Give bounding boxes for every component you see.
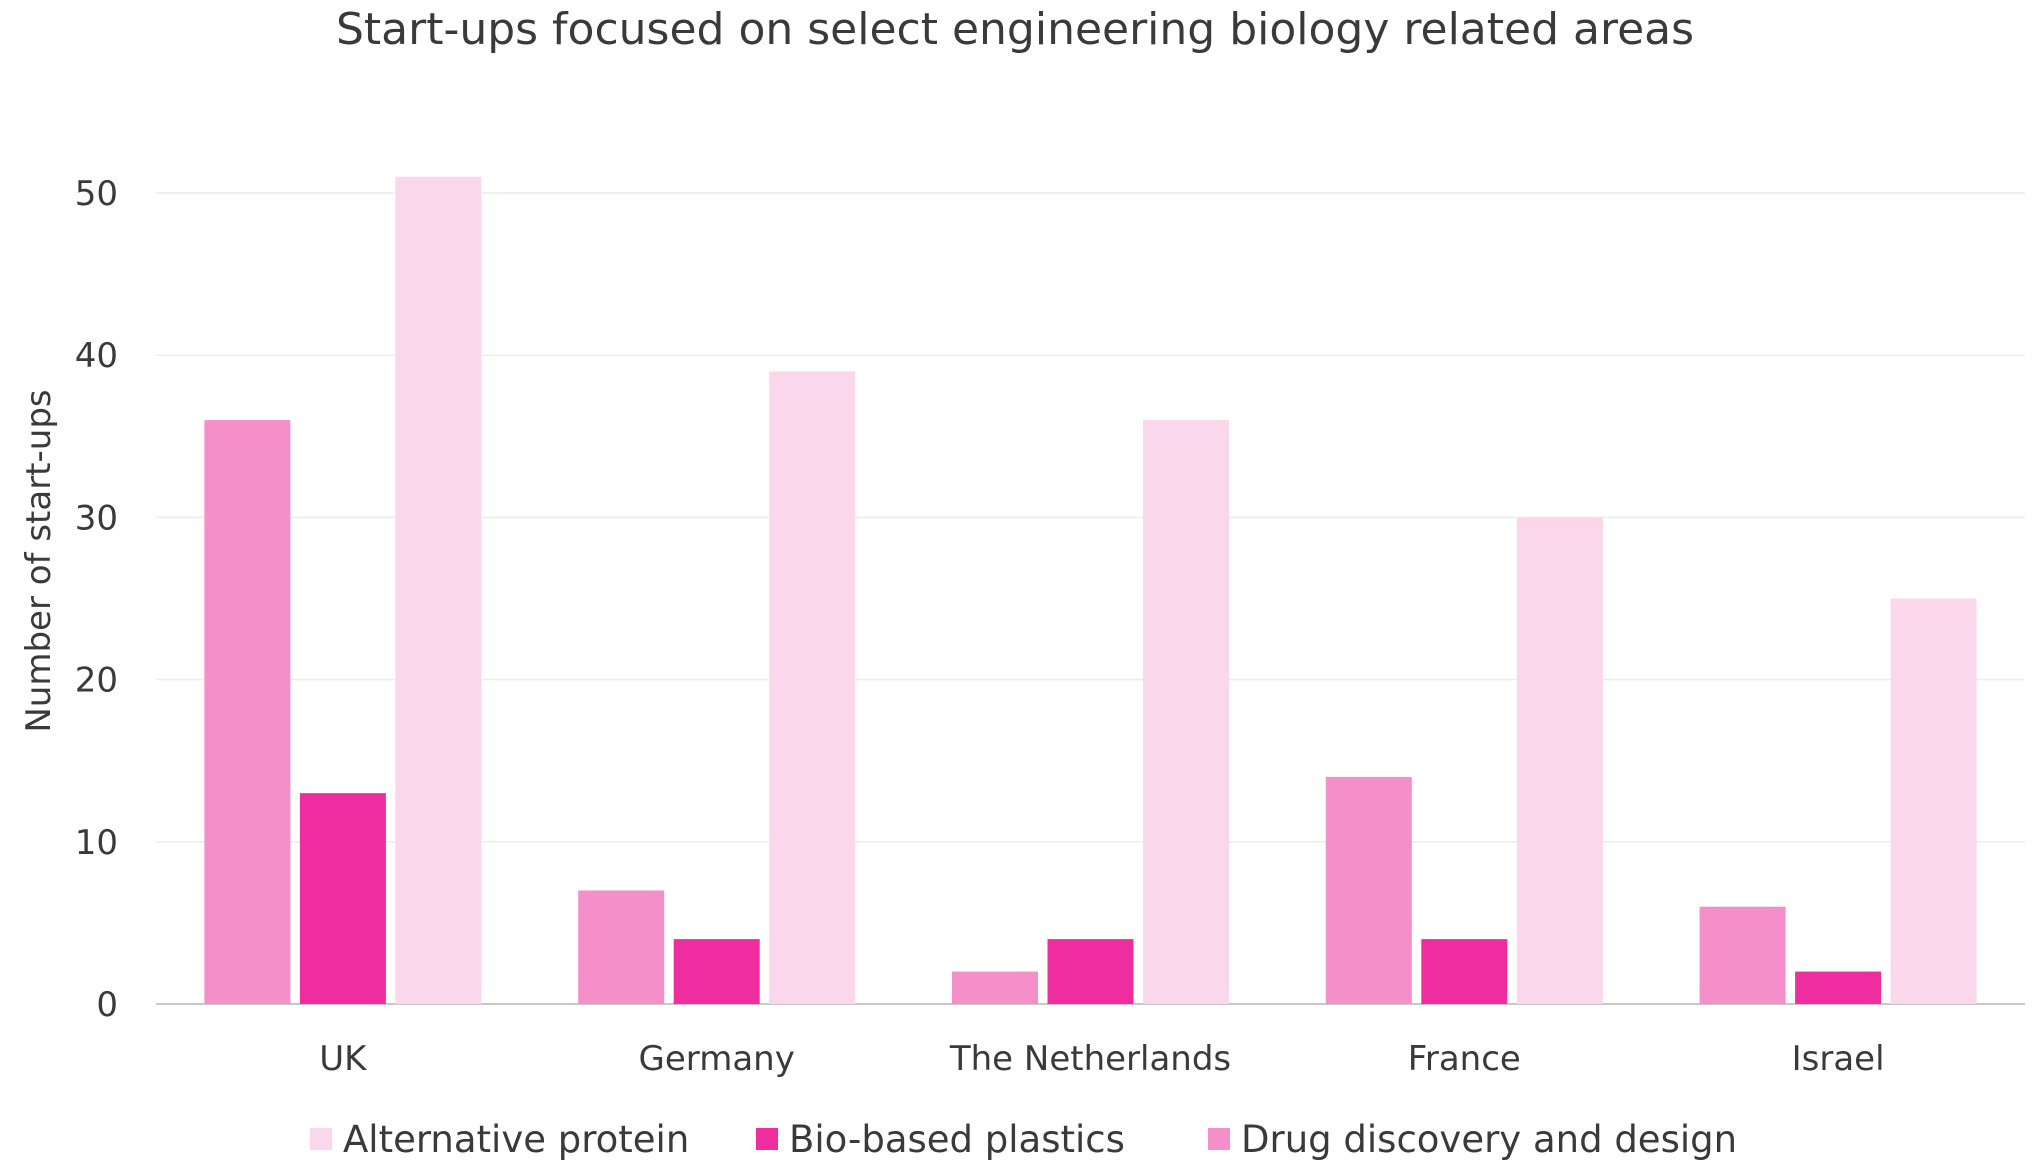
x-tick-label: UK [319, 1039, 368, 1079]
legend-label: Alternative protein [343, 1118, 689, 1161]
x-tick-label: The Netherlands [949, 1039, 1231, 1079]
bar-drug-discovery-and-design [1699, 906, 1786, 1004]
legend-swatch [1208, 1128, 1230, 1150]
bar-drug-discovery-and-design [204, 420, 291, 1005]
bar-alternative-protein [395, 176, 482, 1004]
y-tick-label: 30 [75, 498, 118, 538]
legend-swatch [756, 1128, 778, 1150]
y-tick-label: 50 [75, 174, 118, 214]
legend-label: Bio-based plastics [789, 1118, 1125, 1161]
y-tick-label: 0 [96, 985, 118, 1025]
legend-label: Drug discovery and design [1241, 1118, 1737, 1161]
bar-bio-based-plastics [673, 939, 760, 1004]
y-axis-ticks: 0 10 20 30 40 50 [75, 174, 118, 1025]
x-tick-label: Germany [639, 1039, 795, 1079]
bar-drug-discovery-and-design [952, 971, 1038, 1004]
bar-alternative-protein [1516, 517, 1603, 1004]
bar-bio-based-plastics [1421, 939, 1508, 1004]
bar-alternative-protein [769, 371, 856, 1004]
x-tick-label: France [1408, 1039, 1521, 1079]
chart-title: Start-ups focused on select engineering … [336, 4, 1694, 55]
y-axis-title: Number of start-ups [19, 389, 59, 732]
bar-drug-discovery-and-design [1325, 776, 1412, 1004]
y-tick-label: 20 [75, 661, 118, 701]
y-tick-label: 40 [75, 336, 118, 376]
legend-swatch [310, 1128, 332, 1150]
bar-bio-based-plastics [299, 793, 386, 1004]
x-tick-label: Israel [1792, 1039, 1885, 1079]
bar-drug-discovery-and-design [578, 890, 665, 1004]
bar-bio-based-plastics [1795, 971, 1882, 1004]
x-axis-ticks: UK Germany The Netherlands France Israel [319, 1039, 1884, 1079]
bar-alternative-protein [1890, 598, 1977, 1004]
bar-alternative-protein [1143, 420, 1229, 1005]
y-tick-label: 10 [75, 823, 118, 863]
bar-bio-based-plastics [1047, 939, 1134, 1004]
legend: Alternative protein Bio-based plastics Dru… [310, 1118, 1737, 1161]
bars [204, 176, 1977, 1005]
